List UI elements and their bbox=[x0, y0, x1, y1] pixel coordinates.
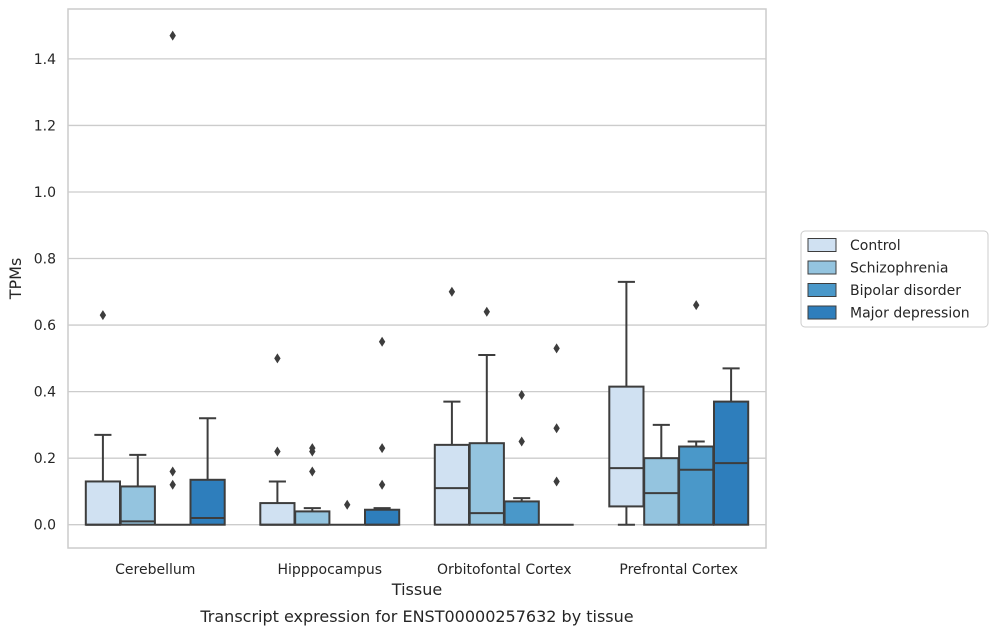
box-1-2 bbox=[468, 306, 505, 526]
box-body bbox=[678, 445, 715, 526]
series-group bbox=[155, 30, 715, 526]
outlier-point bbox=[378, 479, 386, 490]
legend: Control Schizophrenia Bipolar disorder Majo… bbox=[800, 230, 989, 328]
legend-swatch bbox=[807, 260, 837, 275]
box-body bbox=[433, 443, 471, 526]
legend-label: Control bbox=[850, 238, 901, 254]
box-3-1 bbox=[363, 336, 401, 526]
box-series bbox=[84, 30, 750, 526]
y-tick-label: 0.8 bbox=[34, 252, 56, 268]
outlier-point bbox=[693, 300, 700, 311]
box-2-1 bbox=[330, 499, 365, 526]
box-body bbox=[119, 485, 156, 526]
x-axis-ticks: Cerebellum Hipppocampus Orbitofontal Corte… bbox=[115, 562, 738, 578]
box-body bbox=[608, 385, 645, 508]
box-body bbox=[294, 510, 331, 526]
chart-caption: Transcript expression for ENST0000025763… bbox=[199, 607, 633, 626]
x-tick-label: Prefrontal Cortex bbox=[619, 562, 738, 578]
outlier-point bbox=[344, 499, 351, 510]
outlier-point bbox=[553, 343, 560, 354]
legend-frame bbox=[800, 230, 989, 328]
x-tick-label: Hipppocampus bbox=[277, 562, 382, 578]
outlier-point bbox=[169, 466, 176, 477]
x-axis-label: Tissue bbox=[391, 580, 442, 599]
series-group bbox=[119, 306, 680, 526]
y-tick-label: 0.4 bbox=[34, 385, 56, 401]
y-tick-label: 1.0 bbox=[34, 185, 56, 201]
box-3-3 bbox=[712, 367, 750, 526]
box-2-2 bbox=[503, 389, 540, 526]
legend-swatch bbox=[807, 238, 837, 252]
box-1-3 bbox=[643, 423, 680, 526]
outlier-point bbox=[309, 466, 316, 477]
y-tick-label: 0.6 bbox=[34, 318, 56, 334]
y-axis-label: TPMs bbox=[6, 258, 25, 301]
grid-lines bbox=[68, 58, 766, 526]
outlier-point bbox=[169, 479, 176, 490]
outlier-point bbox=[378, 336, 386, 347]
box-3-2 bbox=[539, 343, 574, 526]
box-body bbox=[84, 480, 122, 526]
box-body bbox=[259, 502, 296, 526]
box-body bbox=[363, 508, 401, 526]
x-tick-label: Cerebellum bbox=[115, 562, 195, 578]
box-1-1 bbox=[294, 443, 331, 526]
outlier-point bbox=[483, 306, 490, 317]
box-2-3 bbox=[678, 300, 715, 526]
legend-swatch bbox=[807, 305, 837, 320]
legend-label: Bipolar disorder bbox=[850, 283, 961, 299]
outlier-point bbox=[553, 476, 560, 487]
plot-frame bbox=[67, 8, 767, 549]
outlier-point bbox=[309, 443, 316, 454]
box-3-0 bbox=[189, 417, 226, 526]
outlier-point bbox=[274, 446, 281, 457]
box-0-2 bbox=[433, 286, 471, 526]
box-1-0 bbox=[119, 453, 156, 526]
box-body bbox=[643, 457, 680, 526]
legend-label: Schizophrenia bbox=[850, 261, 948, 277]
box-0-0 bbox=[84, 310, 122, 526]
legend-swatch bbox=[807, 283, 837, 297]
box-body bbox=[468, 442, 505, 526]
outlier-point bbox=[169, 30, 176, 41]
box-0-1 bbox=[259, 353, 296, 526]
outlier-point bbox=[553, 423, 560, 434]
outlier-point bbox=[518, 389, 525, 400]
y-tick-label: 0.2 bbox=[34, 451, 56, 467]
y-tick-label: 0.0 bbox=[34, 518, 56, 534]
box-body bbox=[503, 500, 540, 526]
y-tick-label: 1.4 bbox=[34, 52, 56, 68]
outlier-point bbox=[274, 353, 281, 364]
x-tick-label: Orbitofontal Cortex bbox=[437, 562, 572, 578]
outlier-point bbox=[99, 310, 107, 321]
series-group bbox=[84, 280, 645, 526]
outlier-point bbox=[518, 436, 525, 447]
box-0-3 bbox=[608, 280, 645, 526]
series-group bbox=[189, 336, 750, 526]
box-2-0 bbox=[155, 30, 190, 526]
y-tick-label: 1.2 bbox=[34, 118, 56, 134]
outlier-point bbox=[448, 286, 456, 297]
legend-label: Major depression bbox=[850, 306, 970, 322]
outlier-point bbox=[378, 443, 386, 454]
y-axis-ticks: 0.0 0.2 0.4 0.6 0.8 1.0 1.2 1.4 bbox=[34, 52, 56, 534]
